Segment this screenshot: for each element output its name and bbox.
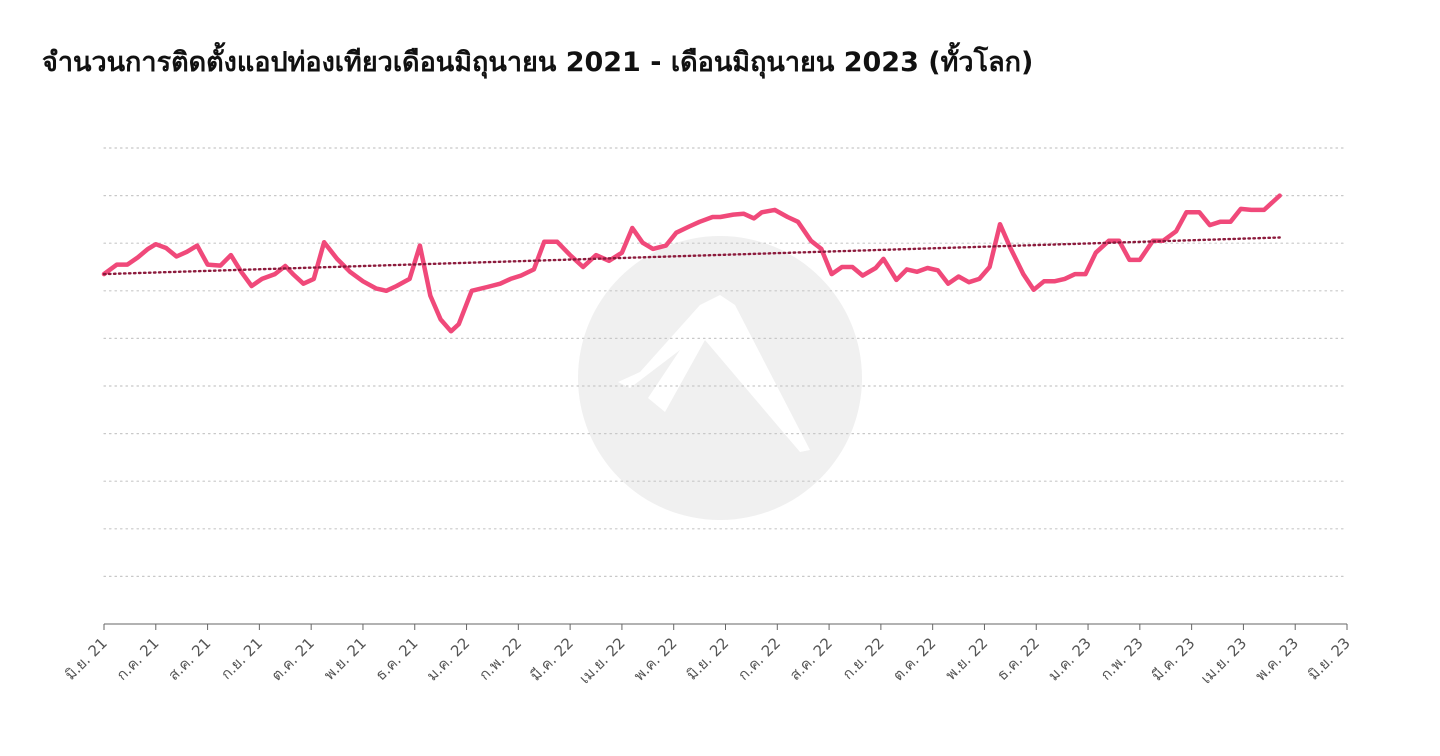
chart-title: จำนวนการติดตั้งแอปท่องเทียวเดือนมิถุนายน… [42,47,1034,78]
trend-line [102,236,1281,276]
watermark-logo [578,236,862,520]
x-tick-label: มิ.ย. 21 [61,634,111,684]
x-tick-label: พ.ค. 23 [1252,634,1302,684]
x-axis: มิ.ย. 21 ก.ค. 21 ส.ค. 21 ก.ย. 21 ต.ค. 21 พ.ย.… [61,623,1354,687]
x-tick-label: มี.ค. 22 [527,634,577,684]
x-tick-label: ม.ค. 23 [1044,634,1094,684]
x-tick-label: พ.ค. 22 [630,634,680,684]
x-tick-label: มิ.ย. 23 [1304,634,1354,684]
x-tick-label: ต.ค. 21 [268,634,318,684]
x-tick-label: ก.ค. 22 [734,634,784,684]
series [101,193,1282,334]
x-tick-label: ก.ค. 21 [113,634,163,684]
x-tick-label: เม.ย. 22 [576,634,629,687]
x-tick-label: พ.ย. 22 [942,634,992,684]
x-tick-label: ก.ย. 22 [839,634,888,683]
x-tick-label: ต.ค. 22 [889,634,939,684]
x-tick-label: พ.ย. 21 [320,634,370,684]
gridlines [103,147,1348,578]
x-tick-label: ก.พ. 22 [475,634,525,684]
x-tick-label: ม.ค. 22 [423,634,473,684]
x-tick-label: เม.ย. 23 [1197,634,1250,687]
x-tick-label: ก.ย. 21 [217,634,266,683]
x-tick-label: ส.ค. 21 [164,634,214,684]
x-tick-label: ธ.ค. 21 [372,634,422,684]
series-line [101,193,1282,334]
x-tick-label: ส.ค. 22 [786,634,836,684]
x-tick-label: มิ.ย. 22 [683,634,733,684]
x-tick-label: ธ.ค. 22 [993,634,1043,684]
x-tick-label: ก.พ. 23 [1097,634,1147,684]
x-tick-label: มี.ค. 23 [1148,634,1198,684]
